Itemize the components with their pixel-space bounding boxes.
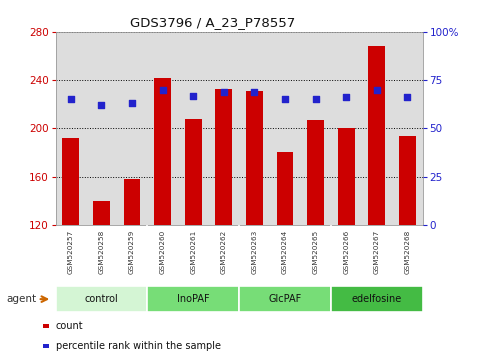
Point — [189, 93, 197, 98]
Bar — [93, 201, 110, 225]
Text: GSM520259: GSM520259 — [129, 230, 135, 274]
Text: GSM520263: GSM520263 — [251, 230, 257, 274]
Bar — [43, 344, 49, 348]
Text: GDS3796 / A_23_P78557: GDS3796 / A_23_P78557 — [130, 16, 295, 29]
Text: agent: agent — [6, 294, 36, 304]
Bar — [43, 324, 49, 328]
Text: edelfosine: edelfosine — [352, 294, 402, 304]
Text: InoPAF: InoPAF — [177, 294, 210, 304]
Bar — [124, 179, 141, 225]
Point — [159, 87, 167, 93]
Point — [67, 97, 75, 102]
Text: count: count — [56, 321, 83, 331]
Bar — [277, 153, 293, 225]
Text: GSM520267: GSM520267 — [374, 230, 380, 274]
Bar — [338, 128, 355, 225]
Bar — [331, 286, 423, 312]
Text: GSM520268: GSM520268 — [404, 230, 411, 274]
Text: GSM520262: GSM520262 — [221, 230, 227, 274]
Text: GSM520264: GSM520264 — [282, 230, 288, 274]
Text: GSM520265: GSM520265 — [313, 230, 319, 274]
Point — [373, 87, 381, 93]
Point — [220, 89, 227, 95]
Bar — [307, 120, 324, 225]
Bar — [215, 88, 232, 225]
Bar — [239, 286, 331, 312]
Point — [342, 95, 350, 100]
Text: GSM520258: GSM520258 — [99, 230, 104, 274]
Point — [251, 89, 258, 95]
Bar — [154, 78, 171, 225]
Text: GSM520261: GSM520261 — [190, 230, 196, 274]
Text: GSM520266: GSM520266 — [343, 230, 349, 274]
Bar — [369, 46, 385, 225]
Text: percentile rank within the sample: percentile rank within the sample — [56, 341, 221, 351]
Text: GSM520260: GSM520260 — [159, 230, 166, 274]
Bar — [147, 286, 239, 312]
Bar — [185, 119, 201, 225]
Point — [281, 97, 289, 102]
Bar — [62, 138, 79, 225]
Point — [403, 95, 411, 100]
Point — [128, 101, 136, 106]
Point — [312, 97, 319, 102]
Text: GSM520257: GSM520257 — [68, 230, 74, 274]
Bar — [399, 136, 416, 225]
Text: GlcPAF: GlcPAF — [269, 294, 301, 304]
Point — [98, 102, 105, 108]
Bar — [246, 91, 263, 225]
Text: control: control — [85, 294, 118, 304]
Bar — [56, 286, 147, 312]
